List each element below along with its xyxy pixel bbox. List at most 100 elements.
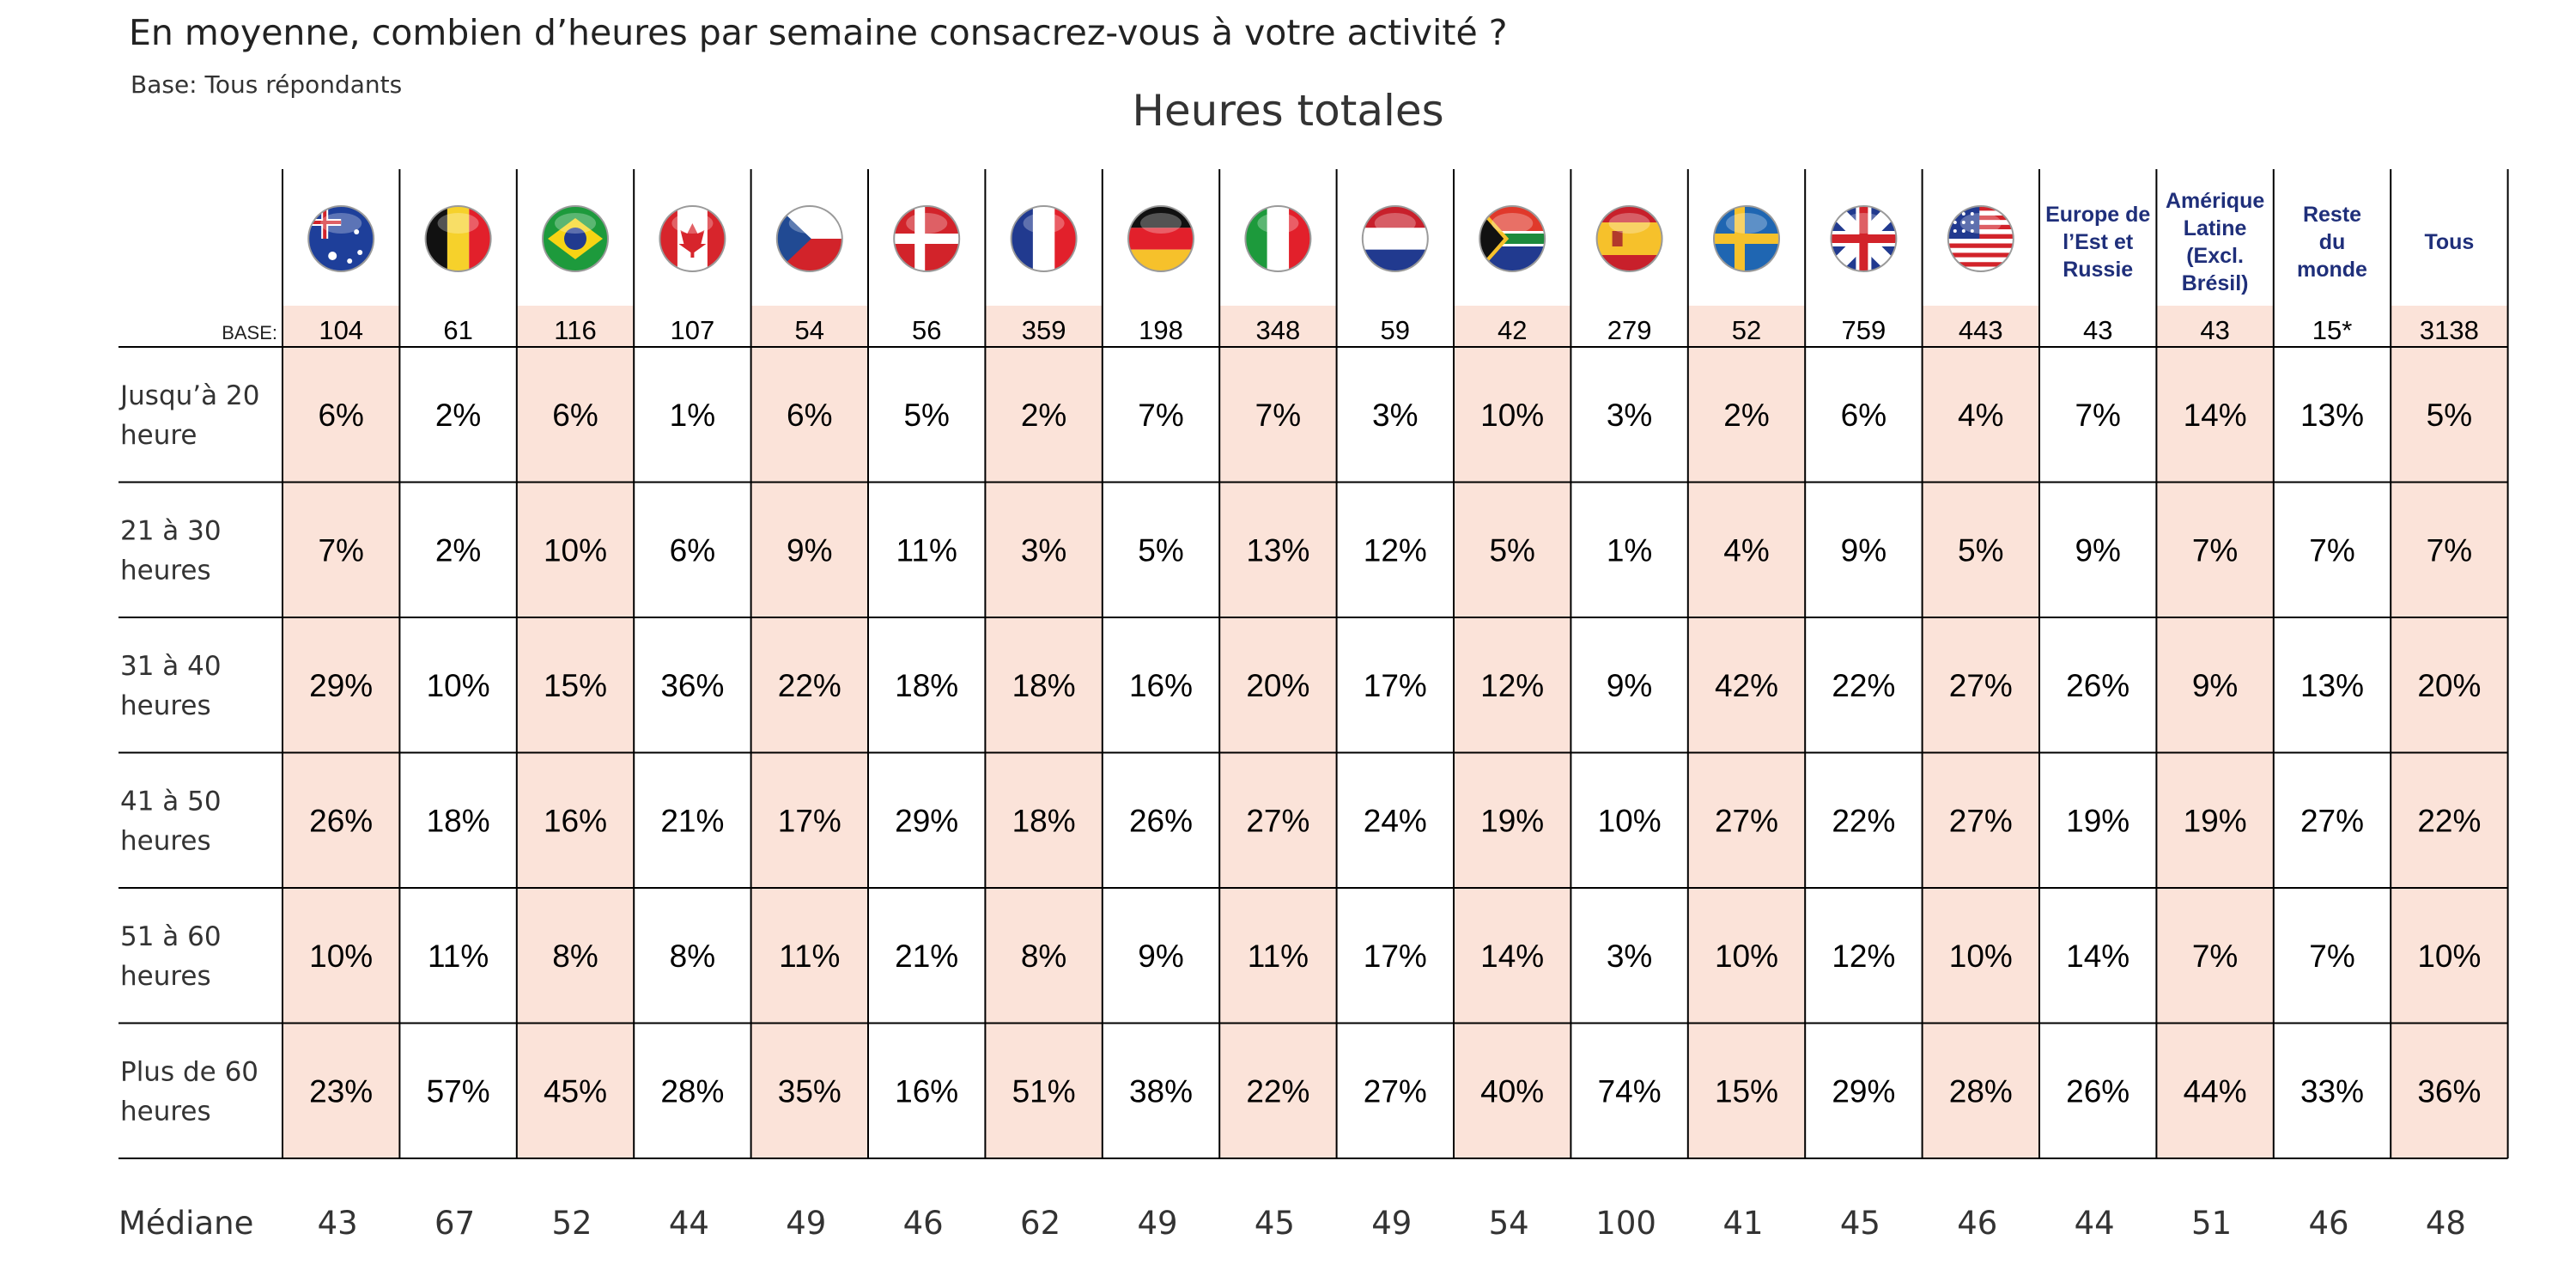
- base-value: 42: [1498, 315, 1527, 345]
- median-value: 46: [903, 1205, 944, 1242]
- region-header-label: Reste: [2303, 203, 2361, 227]
- data-cell: 11%: [896, 532, 957, 568]
- data-cell: 7%: [318, 532, 363, 568]
- data-cell: 1%: [1607, 532, 1652, 568]
- data-cell: 8%: [670, 939, 715, 974]
- base-value: 54: [795, 315, 824, 345]
- data-cell: 4%: [1958, 398, 2003, 433]
- median-value: 48: [2426, 1205, 2466, 1242]
- row-label: heures: [120, 961, 211, 992]
- median-value: 45: [1255, 1205, 1295, 1242]
- data-cell: 10%: [1715, 939, 1778, 974]
- data-cell: 21%: [895, 939, 958, 974]
- data-cell: 18%: [1012, 803, 1076, 838]
- data-cell: 11%: [1248, 939, 1309, 974]
- data-cell: 40%: [1480, 1073, 1544, 1109]
- data-cell: 19%: [1480, 803, 1544, 838]
- column-highlight: [1219, 306, 1337, 1158]
- base-value: 43: [2083, 315, 2112, 345]
- data-cell: 7%: [1255, 398, 1301, 433]
- base-value: 52: [1732, 315, 1761, 345]
- data-cell: 51%: [1012, 1073, 1076, 1109]
- base-value: 107: [671, 315, 715, 345]
- data-cell: 19%: [2184, 803, 2247, 838]
- median-value: 52: [551, 1205, 592, 1242]
- data-cell: 38%: [1129, 1073, 1193, 1109]
- base-value: 116: [554, 315, 596, 345]
- region-header-label: (Excl.: [2186, 244, 2244, 268]
- data-cell: 26%: [309, 803, 373, 838]
- data-cell: 15%: [1715, 1073, 1778, 1109]
- data-cell: 6%: [787, 398, 832, 433]
- data-cell: 13%: [1246, 532, 1309, 568]
- row-label: 21 à 30: [120, 515, 222, 546]
- median-label: Médiane: [118, 1205, 253, 1242]
- data-cell: 6%: [552, 398, 598, 433]
- data-cell: 20%: [2417, 668, 2481, 703]
- base-value: 59: [1381, 315, 1410, 345]
- australia-flag-icon: [307, 205, 375, 272]
- median-value: 51: [2191, 1205, 2232, 1242]
- row-label: Plus de 60: [120, 1056, 258, 1087]
- data-cell: 36%: [660, 668, 724, 703]
- median-value: 41: [1722, 1205, 1763, 1242]
- data-cell: 26%: [1129, 803, 1193, 838]
- base-value: 104: [319, 315, 363, 345]
- data-cell: 36%: [2417, 1073, 2481, 1109]
- data-cell: 8%: [552, 939, 598, 974]
- data-cell: 9%: [1841, 532, 1886, 568]
- row-label: 41 à 50: [120, 786, 222, 817]
- brazil-flag-icon: [542, 205, 609, 272]
- region-header-label: Brésil): [2182, 271, 2249, 295]
- data-cell: 18%: [1012, 668, 1076, 703]
- belgium-flag-icon: [424, 205, 492, 272]
- data-cell: 27%: [1949, 803, 2013, 838]
- data-cell: 18%: [895, 668, 958, 703]
- data-cell: 14%: [1480, 939, 1544, 974]
- data-cell: 6%: [318, 398, 363, 433]
- data-cell: 4%: [1723, 532, 1769, 568]
- data-cell: 3%: [1607, 398, 1652, 433]
- data-cell: 24%: [1364, 803, 1427, 838]
- base-value: 61: [443, 315, 472, 345]
- data-cell: 10%: [1949, 939, 2013, 974]
- question-text: En moyenne, combien d’heures par semaine…: [129, 12, 1508, 53]
- south-africa-flag-icon: [1479, 205, 1546, 272]
- data-cell: 7%: [2309, 939, 2354, 974]
- chart-title: Heures totales: [1132, 86, 1444, 136]
- base-value: 56: [912, 315, 941, 345]
- data-cell: 29%: [309, 668, 373, 703]
- row-label: heures: [120, 555, 211, 586]
- data-cell: 7%: [1138, 398, 1183, 433]
- data-cell: 7%: [2309, 532, 2354, 568]
- median-value: 44: [2075, 1205, 2115, 1242]
- data-cell: 12%: [1832, 939, 1895, 974]
- region-header-label: monde: [2297, 258, 2367, 282]
- france-flag-icon: [1010, 205, 1078, 272]
- data-cell: 9%: [2192, 668, 2238, 703]
- data-cell: 27%: [1364, 1073, 1427, 1109]
- region-header-label: Latine: [2184, 216, 2247, 240]
- row-label: heure: [120, 420, 197, 451]
- data-cell: 2%: [435, 532, 481, 568]
- data-cell: 74%: [1598, 1073, 1662, 1109]
- column-highlight: [2391, 306, 2508, 1158]
- data-cell: 16%: [544, 803, 607, 838]
- data-cell: 9%: [1138, 939, 1183, 974]
- data-cell: 11%: [428, 939, 489, 974]
- data-cell: 10%: [427, 668, 490, 703]
- data-cell: 12%: [1480, 668, 1544, 703]
- data-cell: 7%: [2192, 939, 2238, 974]
- data-cell: 27%: [1246, 803, 1309, 838]
- data-cell: 9%: [2075, 532, 2120, 568]
- column-highlight: [985, 306, 1103, 1158]
- data-cell: 23%: [309, 1073, 373, 1109]
- canada-flag-icon: [659, 205, 726, 272]
- data-cell: 11%: [779, 939, 840, 974]
- data-cell: 17%: [1364, 668, 1427, 703]
- data-cell: 57%: [427, 1073, 490, 1109]
- usa-flag-icon: [1947, 205, 2014, 272]
- data-cell: 16%: [895, 1073, 958, 1109]
- data-cell: 22%: [2417, 803, 2481, 838]
- data-cell: 1%: [670, 398, 715, 433]
